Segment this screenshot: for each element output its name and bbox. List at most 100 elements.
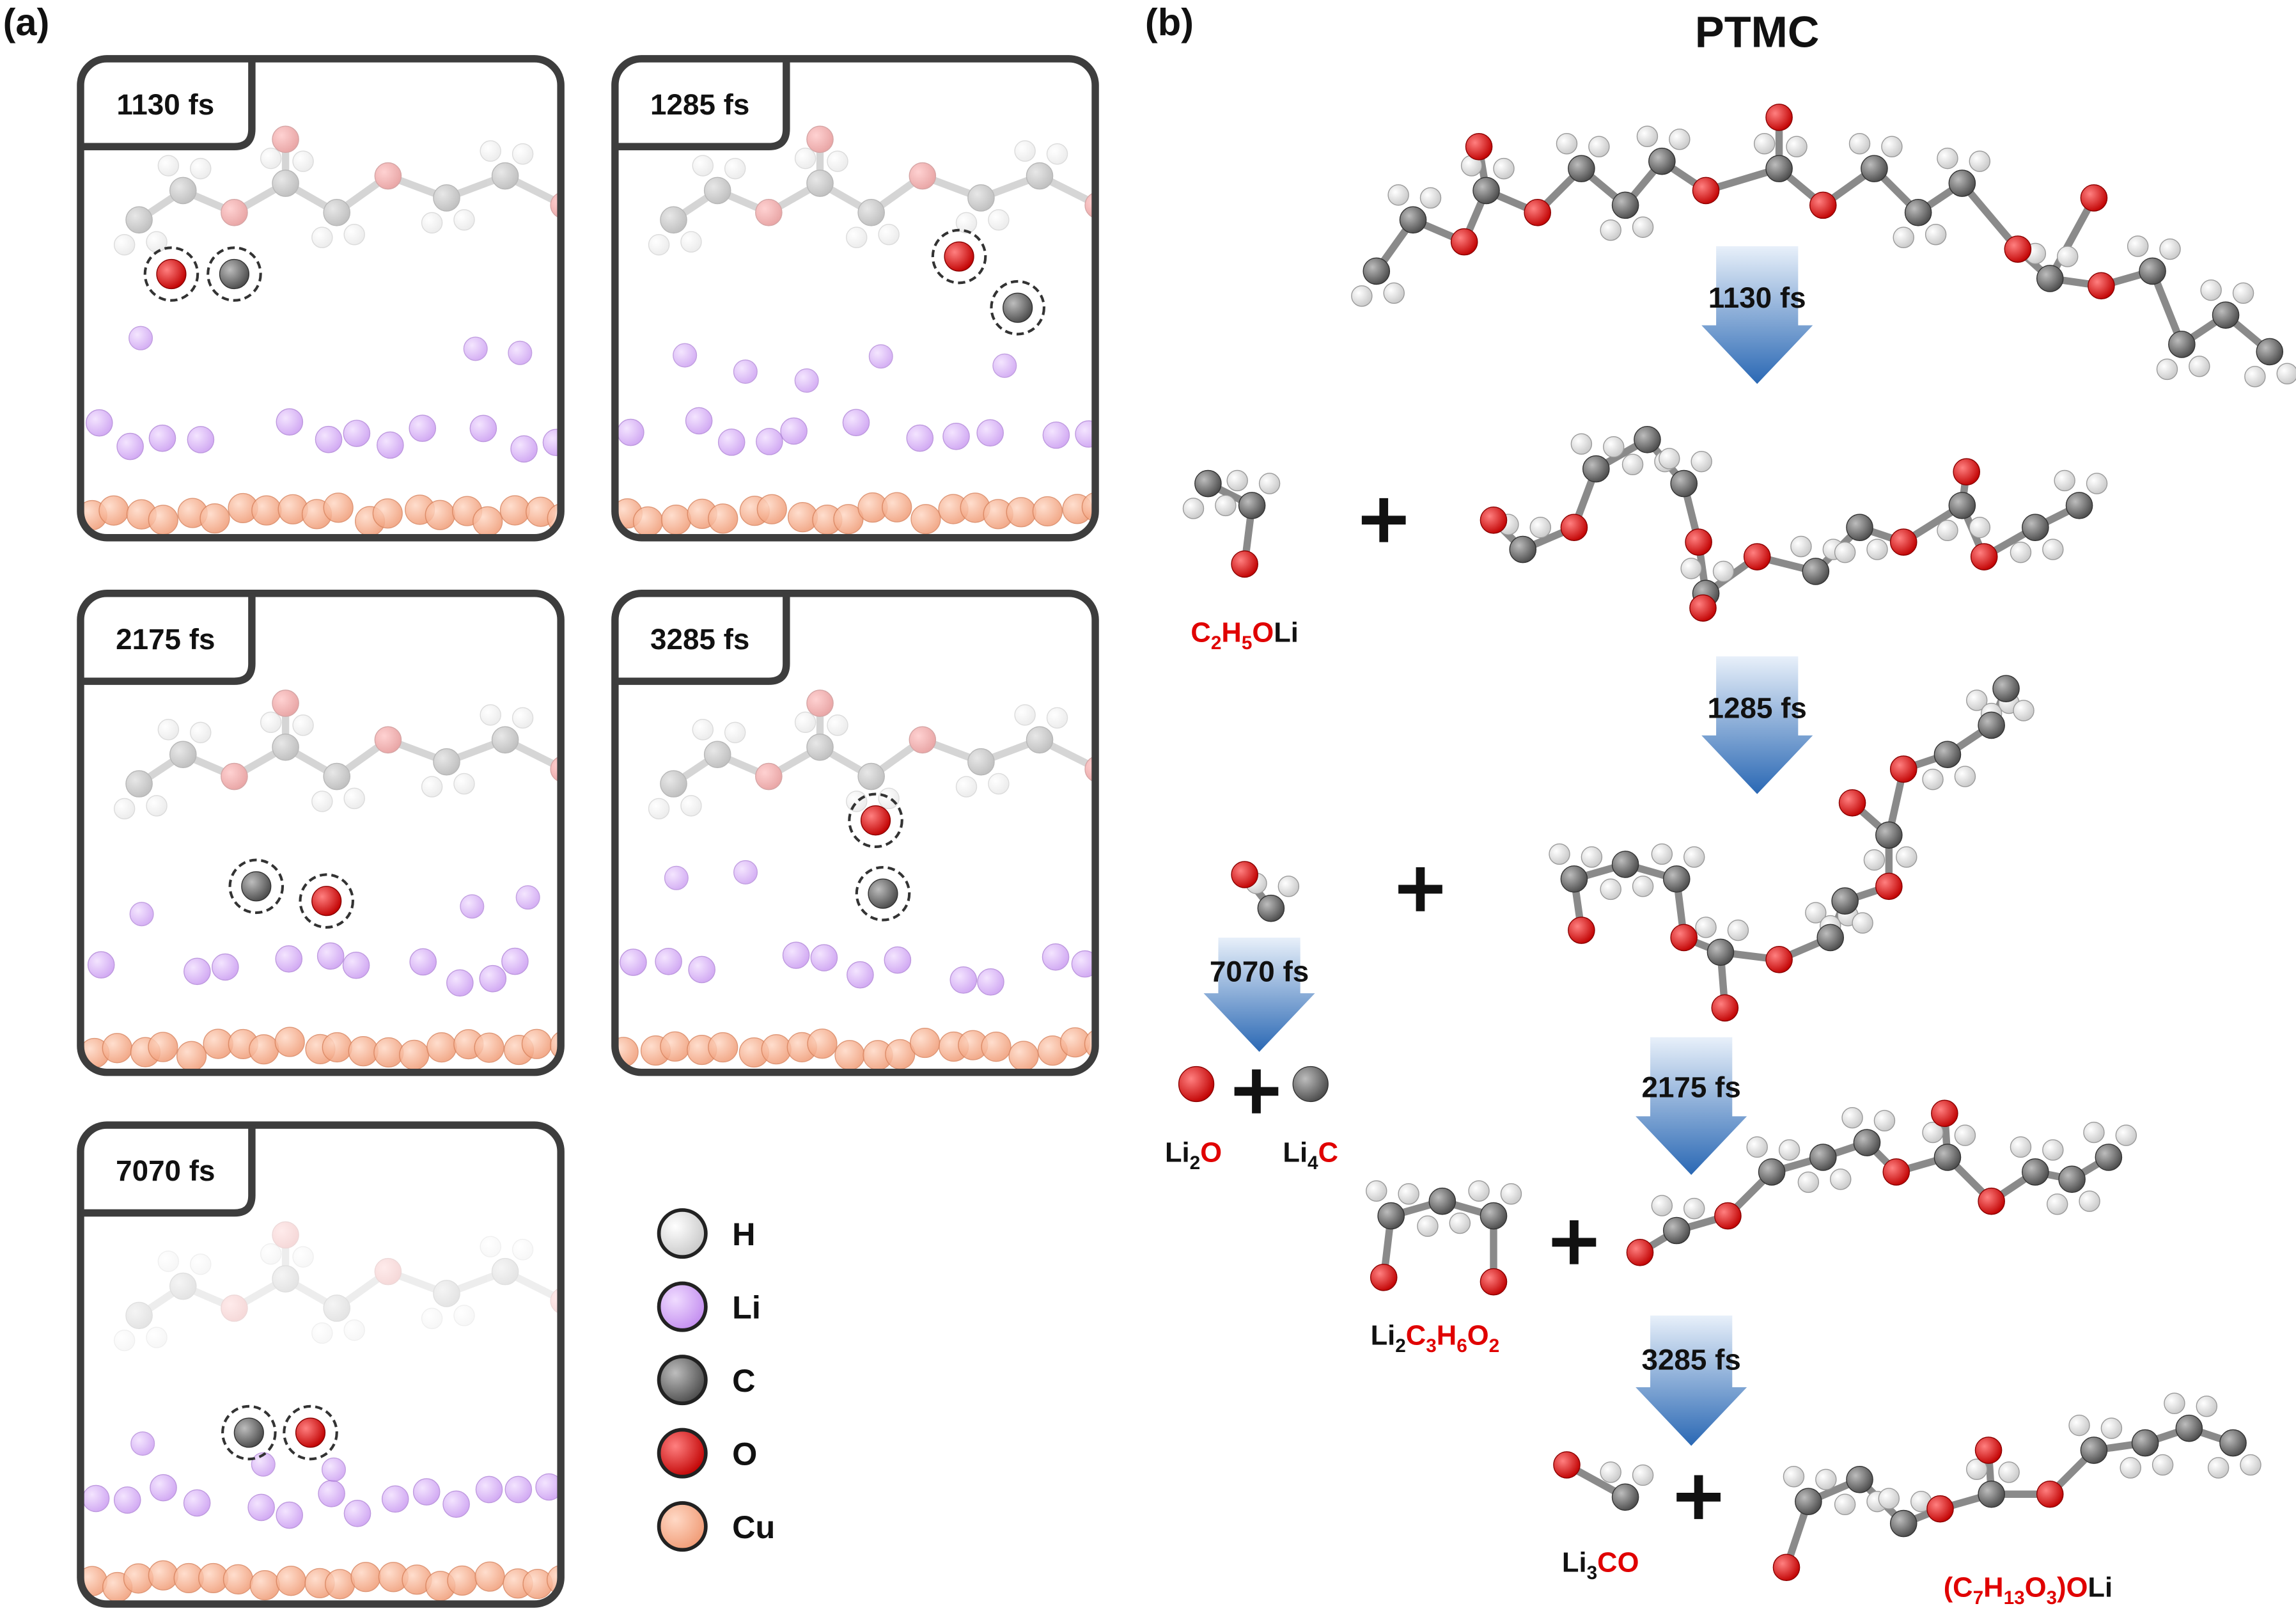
- atom: [2244, 366, 2266, 388]
- atom: [475, 1475, 503, 1504]
- atom: [806, 125, 834, 153]
- formula-part: 5: [1242, 633, 1253, 654]
- atom: [810, 944, 838, 972]
- atom: [148, 505, 178, 535]
- atom: [977, 968, 1004, 996]
- atom: [1032, 496, 1063, 527]
- atom: [868, 344, 893, 369]
- atom: [756, 494, 787, 524]
- atom: [1706, 938, 1735, 966]
- atom: [292, 714, 314, 736]
- atom: [1933, 1144, 1962, 1171]
- formula-part: H: [1437, 1321, 1456, 1351]
- atom: [508, 340, 533, 365]
- legend-swatch: [657, 1501, 708, 1552]
- atom: [1560, 865, 1588, 893]
- formula-part: H: [1983, 1573, 2003, 1603]
- atom: [910, 504, 941, 535]
- atom: [794, 711, 816, 734]
- highlight: [990, 279, 1045, 336]
- plus-sign: [1234, 1069, 1279, 1113]
- atom: [480, 1236, 501, 1257]
- formula-part: )O: [2057, 1573, 2088, 1603]
- atom: [1834, 1493, 1856, 1515]
- atom: [2152, 1454, 2174, 1476]
- atom: [1014, 704, 1036, 726]
- atom: [1472, 177, 1500, 205]
- atom: [272, 1221, 299, 1249]
- atom: [1632, 876, 1654, 897]
- atom: [374, 726, 402, 754]
- atom: [976, 419, 1004, 447]
- atom: [2276, 363, 2296, 384]
- formula-part: O: [1200, 1137, 1222, 1168]
- atom: [82, 1484, 110, 1513]
- atom: [1480, 1202, 1508, 1230]
- arrow-label: 1130 fs: [1708, 281, 1806, 314]
- snapshot-frame: [611, 55, 1099, 542]
- atom: [1815, 1468, 1837, 1491]
- atom: [1626, 1239, 1654, 1266]
- atom: [827, 150, 848, 172]
- atom: [794, 368, 819, 393]
- atom: [660, 505, 692, 535]
- atom: [2127, 235, 2149, 257]
- formula-part: Li: [1371, 1321, 1396, 1351]
- molecule: [1626, 1099, 2137, 1266]
- atom: [512, 1239, 534, 1261]
- atom: [157, 719, 180, 741]
- atom: [374, 162, 402, 190]
- atom: [260, 711, 282, 734]
- molecule: [1480, 426, 2108, 622]
- atom: [1632, 216, 1654, 238]
- atom: [673, 343, 698, 368]
- atom: [409, 948, 437, 976]
- atom: [453, 773, 475, 795]
- atom: [1743, 543, 1771, 570]
- plus-sign: [1361, 498, 1406, 542]
- snapshot-content: [80, 1221, 561, 1603]
- atom: [85, 409, 113, 437]
- atom: [2046, 1193, 2068, 1215]
- atom: [1662, 1216, 1691, 1245]
- atom: [272, 733, 299, 761]
- reaction-arrow: [1636, 1037, 1747, 1175]
- atom: [1969, 517, 1991, 539]
- atom: [1830, 1168, 1852, 1190]
- atom: [761, 1034, 792, 1065]
- atom: [491, 1257, 519, 1286]
- atom: [1611, 851, 1639, 878]
- atom: [2080, 1436, 2108, 1464]
- atom: [1636, 125, 1659, 147]
- atom: [1071, 950, 1096, 978]
- atom: [535, 1473, 561, 1501]
- atom: [1786, 136, 1808, 157]
- atom: [1875, 872, 1903, 901]
- molecule: [1553, 1451, 1654, 1511]
- atom: [374, 1257, 402, 1286]
- snapshot-content: [80, 125, 561, 537]
- atom: [1231, 861, 1258, 888]
- atom: [1809, 1144, 1837, 1171]
- atom: [755, 762, 783, 791]
- atom: [2088, 272, 2115, 300]
- legend-label: Li: [732, 1289, 761, 1325]
- atom: [1765, 104, 1793, 131]
- atom: [1783, 1466, 1805, 1488]
- highlight: [221, 1404, 277, 1461]
- atom: [1081, 492, 1096, 523]
- atom: [868, 878, 898, 909]
- atom: [1509, 535, 1537, 563]
- atom: [660, 206, 687, 234]
- atom: [648, 233, 670, 256]
- atom: [2086, 473, 2108, 494]
- atom: [2095, 1144, 2123, 1171]
- atom: [1790, 535, 1812, 558]
- atom: [1758, 1158, 1786, 1186]
- atom: [1231, 550, 1258, 578]
- atom: [1568, 917, 1595, 944]
- atom: [1014, 140, 1036, 162]
- formula-part: 7: [1973, 1587, 1984, 1609]
- title: PTMC: [1695, 8, 1820, 57]
